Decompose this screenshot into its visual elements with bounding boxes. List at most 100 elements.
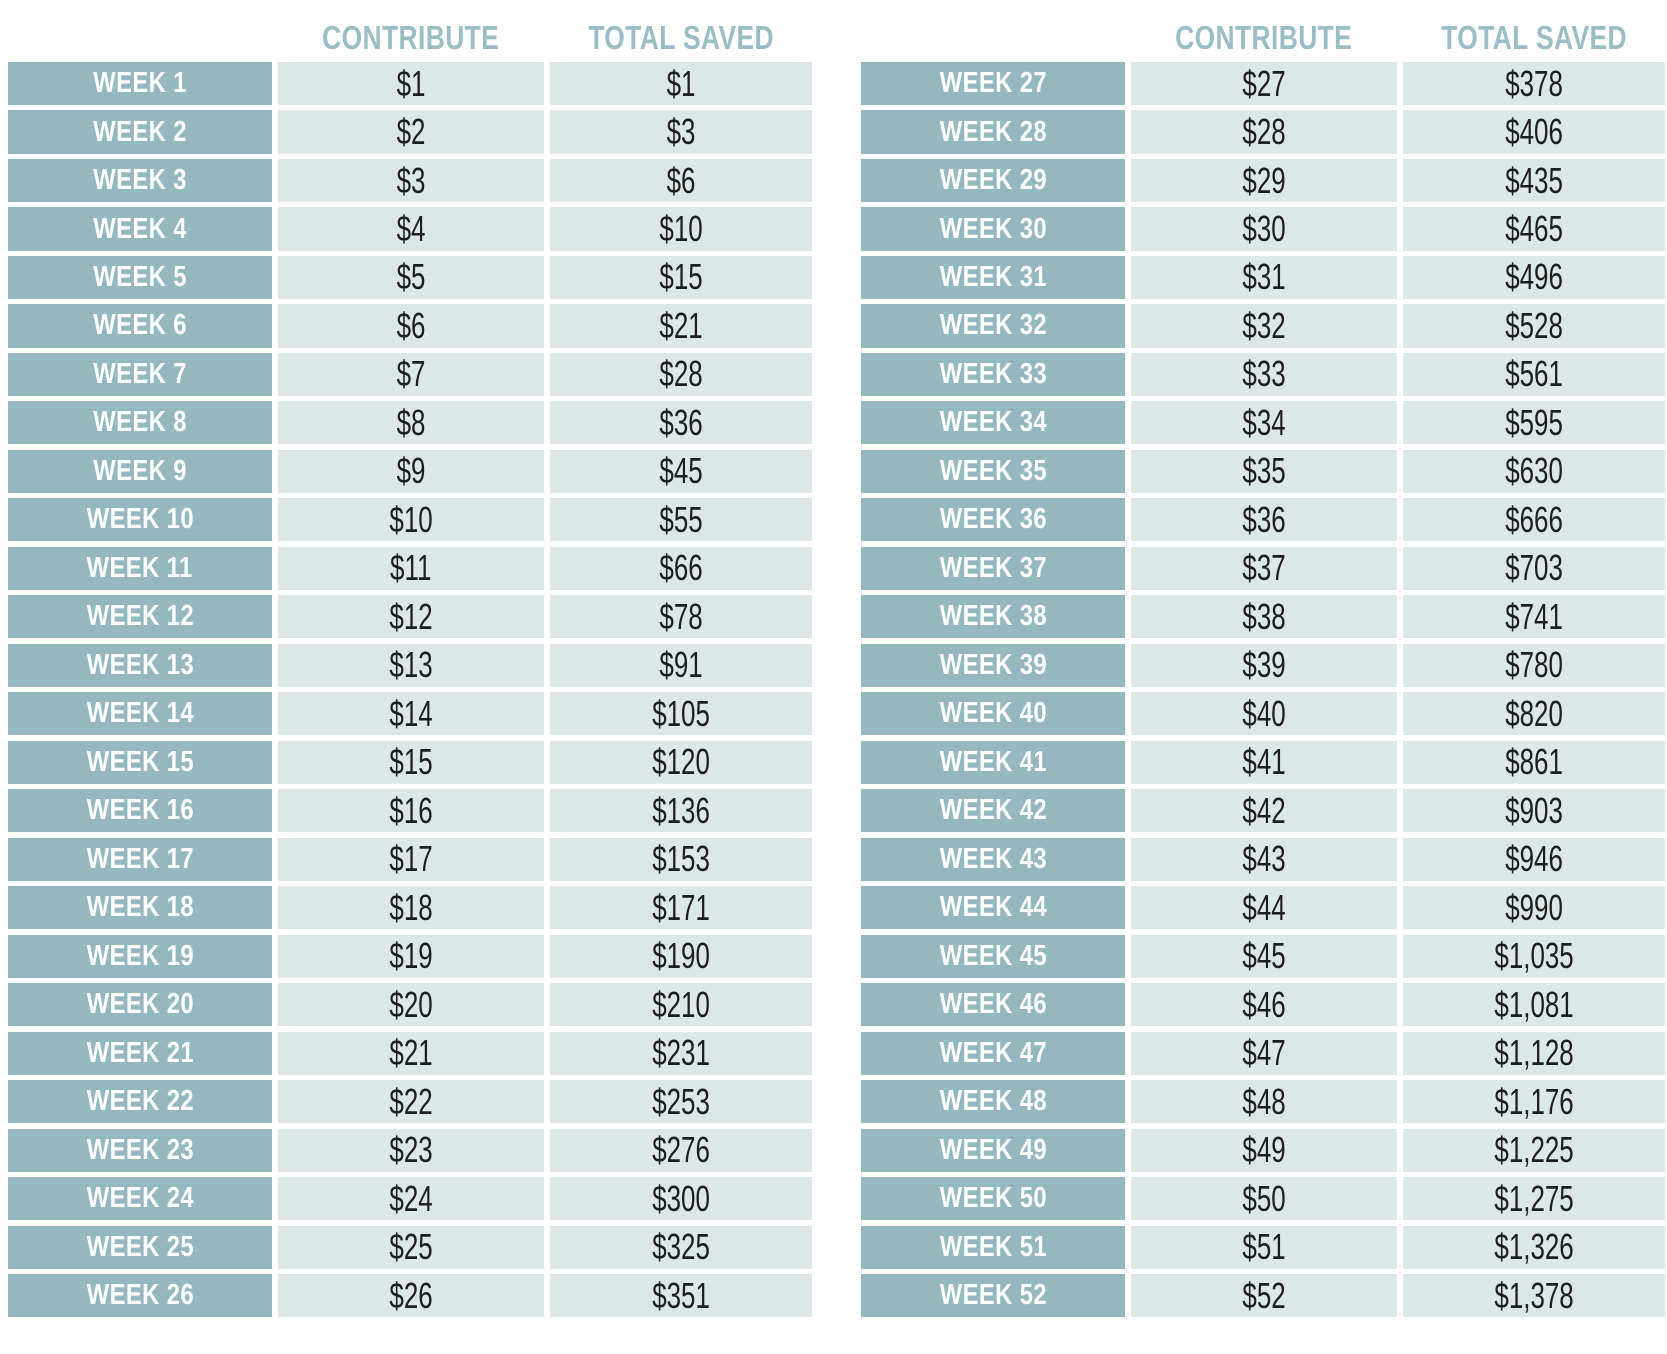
total-saved-cell: $630 <box>1403 449 1665 493</box>
week-label-cell-text: WEEK 13 <box>86 648 194 681</box>
week-label-cell-text: WEEK 25 <box>86 1230 194 1263</box>
contribute-cell-text: $29 <box>1242 159 1286 201</box>
week-label-cell: WEEK 40 <box>861 692 1125 736</box>
contribute-cell: $41 <box>1131 740 1397 784</box>
total-saved-cell: $105 <box>550 692 812 736</box>
contribute-cell: $18 <box>278 886 544 930</box>
week-label-cell-text: WEEK 29 <box>939 164 1047 197</box>
week-label-cell: WEEK 23 <box>8 1128 272 1172</box>
total-saved-cell-text: $231 <box>652 1032 710 1074</box>
total-saved-cell-text: $276 <box>652 1129 710 1171</box>
week-label-cell: WEEK 16 <box>8 789 272 833</box>
total-saved-cell-text: $946 <box>1505 838 1563 880</box>
total-saved-cell-text: $351 <box>652 1274 710 1316</box>
total-saved-cell: $6 <box>550 158 812 203</box>
total-saved-cell-text: $820 <box>1505 692 1563 734</box>
total-saved-cell: $595 <box>1403 401 1665 445</box>
total-saved-cell-text: $78 <box>659 595 703 637</box>
contribute-cell-text: $13 <box>389 644 433 686</box>
contribute-cell: $45 <box>1131 934 1397 978</box>
contribute-cell: $34 <box>1131 401 1397 445</box>
contribute-cell-text: $33 <box>1242 353 1286 395</box>
contribute-cell: $37 <box>1131 546 1397 590</box>
contribute-cell: $22 <box>278 1080 544 1124</box>
week-label-cell-text: WEEK 33 <box>939 357 1047 390</box>
total-saved-cell-text: $861 <box>1505 741 1563 783</box>
contribute-cell: $29 <box>1131 158 1397 203</box>
contribute-cell: $17 <box>278 837 544 881</box>
week-label-cell: WEEK 24 <box>8 1177 272 1221</box>
contribute-cell-text: $24 <box>389 1177 433 1219</box>
total-saved-cell: $91 <box>550 643 812 687</box>
total-saved-cell: $528 <box>1403 304 1665 348</box>
total-saved-cell: $3 <box>550 110 812 154</box>
total-saved-cell: $1,176 <box>1403 1080 1665 1124</box>
contribute-cell-text: $11 <box>390 547 432 589</box>
total-saved-cell-text: $903 <box>1505 789 1563 831</box>
contribute-cell-text: $4 <box>396 208 426 249</box>
week-label-cell-text: WEEK 15 <box>86 745 194 778</box>
total-saved-cell-text: $561 <box>1505 353 1563 395</box>
contribute-cell-text: $50 <box>1242 1177 1286 1219</box>
total-saved-cell: $990 <box>1403 886 1665 930</box>
week-label-cell: WEEK 12 <box>8 595 272 639</box>
week-label-cell-text: WEEK 49 <box>939 1133 1047 1166</box>
total-saved-cell: $780 <box>1403 643 1665 687</box>
week-label-cell: WEEK 29 <box>861 158 1125 203</box>
week-label-cell: WEEK 45 <box>861 934 1125 978</box>
contribute-cell: $47 <box>1131 1031 1397 1075</box>
total-saved-cell: $1 <box>550 62 812 106</box>
contribute-cell: $10 <box>278 498 544 542</box>
total-saved-cell-text: $595 <box>1505 401 1563 443</box>
total-saved-cell-text: $1,081 <box>1494 983 1574 1025</box>
week-label-cell: WEEK 32 <box>861 304 1125 348</box>
total-saved-cell-text: $465 <box>1505 208 1563 249</box>
week-label-cell-text: WEEK 12 <box>86 600 194 633</box>
total-saved-cell-text: $3 <box>666 111 696 153</box>
contribute-cell: $28 <box>1131 110 1397 154</box>
contribute-cell-text: $36 <box>1242 498 1286 540</box>
week-label-cell: WEEK 22 <box>8 1080 272 1124</box>
week-label-cell: WEEK 39 <box>861 643 1125 687</box>
week-label-cell-text: WEEK 37 <box>939 551 1047 584</box>
contribute-cell: $20 <box>278 983 544 1027</box>
week-label-cell: WEEK 41 <box>861 740 1125 784</box>
contribute-column-header: CONTRIBUTE <box>278 19 544 57</box>
total-saved-cell-text: $741 <box>1505 595 1563 637</box>
contribute-header-label: CONTRIBUTE <box>322 19 500 56</box>
contribute-cell: $48 <box>1131 1080 1397 1124</box>
week-label-cell: WEEK 30 <box>861 207 1125 251</box>
week-label-cell: WEEK 15 <box>8 740 272 784</box>
contribute-cell: $15 <box>278 740 544 784</box>
contribute-cell-text: $16 <box>389 789 433 831</box>
week-label-cell-text: WEEK 40 <box>939 697 1047 730</box>
table-header-row: CONTRIBUTE TOTAL SAVED <box>8 14 812 62</box>
contribute-cell: $16 <box>278 789 544 833</box>
total-saved-cell-text: $6 <box>666 159 696 201</box>
week-label-cell: WEEK 28 <box>861 110 1125 154</box>
week-label-cell-text: WEEK 35 <box>939 454 1047 487</box>
total-saved-cell: $15 <box>550 255 812 300</box>
contribute-cell-text: $3 <box>396 159 426 201</box>
total-saved-cell: $136 <box>550 789 812 833</box>
contribute-cell: $30 <box>1131 207 1397 251</box>
table-weeks-27-52: CONTRIBUTE TOTAL SAVED WEEK 27 $27 $378 WEE… <box>861 14 1665 1354</box>
contribute-cell: $6 <box>278 304 544 348</box>
contribute-cell: $33 <box>1131 352 1397 396</box>
week-label-cell-text: WEEK 16 <box>86 794 194 827</box>
week-label-cell: WEEK 14 <box>8 692 272 736</box>
total-saved-cell-text: $66 <box>659 547 703 589</box>
week-label-cell: WEEK 6 <box>8 304 272 348</box>
contribute-cell: $3 <box>278 158 544 203</box>
contribute-cell: $5 <box>278 255 544 300</box>
week-label-cell: WEEK 50 <box>861 1177 1125 1221</box>
contribute-cell-text: $9 <box>396 450 426 492</box>
week-label-cell: WEEK 18 <box>8 886 272 930</box>
total-saved-cell: $55 <box>550 498 812 542</box>
contribute-cell: $27 <box>1131 62 1397 106</box>
contribute-cell-text: $21 <box>389 1032 433 1074</box>
week-label-cell: WEEK 42 <box>861 789 1125 833</box>
contribute-cell: $14 <box>278 692 544 736</box>
week-label-cell-text: WEEK 23 <box>86 1133 194 1166</box>
week-label-cell: WEEK 2 <box>8 110 272 154</box>
